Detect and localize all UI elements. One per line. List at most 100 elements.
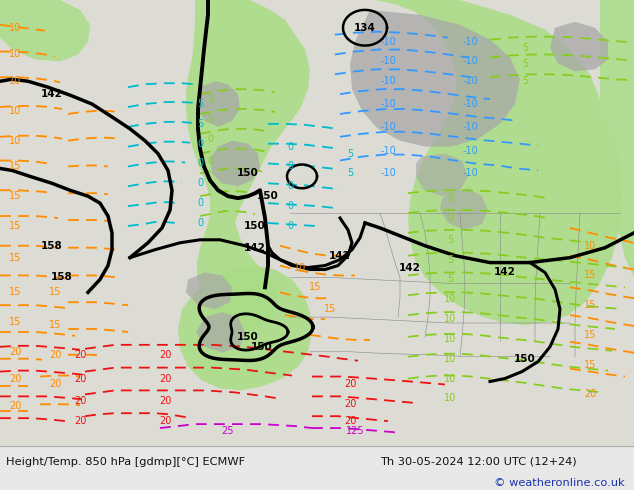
Text: -10: -10 bbox=[462, 122, 478, 132]
Text: 150: 150 bbox=[237, 332, 259, 342]
Text: 0: 0 bbox=[197, 178, 203, 188]
Text: -10: -10 bbox=[380, 56, 396, 67]
Text: 5: 5 bbox=[447, 235, 453, 245]
Text: 20: 20 bbox=[74, 396, 86, 406]
Text: 15: 15 bbox=[49, 320, 61, 330]
Text: -10: -10 bbox=[462, 37, 478, 47]
Text: -10: -10 bbox=[380, 76, 396, 86]
Text: 5: 5 bbox=[347, 169, 353, 178]
Text: 15: 15 bbox=[584, 270, 596, 280]
Text: 0: 0 bbox=[287, 162, 293, 172]
Text: -10: -10 bbox=[380, 99, 396, 109]
Text: 0: 0 bbox=[197, 198, 203, 208]
Text: 10: 10 bbox=[9, 49, 21, 59]
Polygon shape bbox=[600, 0, 634, 277]
Text: 20: 20 bbox=[584, 390, 596, 399]
Text: 10: 10 bbox=[294, 263, 306, 272]
Text: 10: 10 bbox=[9, 76, 21, 86]
Text: 20: 20 bbox=[158, 350, 171, 360]
Text: 10: 10 bbox=[444, 354, 456, 364]
Text: -10: -10 bbox=[462, 169, 478, 178]
Text: 10: 10 bbox=[444, 393, 456, 403]
Polygon shape bbox=[210, 141, 260, 186]
Text: 0: 0 bbox=[447, 213, 453, 223]
Text: 150: 150 bbox=[251, 342, 273, 352]
Polygon shape bbox=[196, 312, 245, 353]
Text: 0: 0 bbox=[197, 218, 203, 228]
Text: © weatheronline.co.uk: © weatheronline.co.uk bbox=[494, 478, 624, 488]
Text: 20: 20 bbox=[49, 379, 61, 390]
Text: 20: 20 bbox=[344, 416, 356, 426]
Text: 5: 5 bbox=[522, 76, 528, 86]
Text: 15: 15 bbox=[324, 304, 336, 314]
Text: Height/Temp. 850 hPa [gdmp][°C] ECMWF: Height/Temp. 850 hPa [gdmp][°C] ECMWF bbox=[6, 457, 245, 467]
Text: 5: 5 bbox=[197, 99, 203, 109]
Polygon shape bbox=[416, 153, 468, 196]
Text: -10: -10 bbox=[462, 76, 478, 86]
Text: -10: -10 bbox=[380, 169, 396, 178]
Text: 10: 10 bbox=[444, 294, 456, 304]
Polygon shape bbox=[440, 188, 488, 230]
Polygon shape bbox=[370, 0, 622, 325]
Text: 0: 0 bbox=[207, 134, 213, 144]
Text: 15: 15 bbox=[584, 360, 596, 369]
Text: 5: 5 bbox=[522, 43, 528, 52]
Text: -10: -10 bbox=[462, 146, 478, 156]
Text: 10: 10 bbox=[444, 334, 456, 344]
Text: 10: 10 bbox=[444, 373, 456, 384]
Text: 20: 20 bbox=[158, 416, 171, 426]
Text: 158: 158 bbox=[41, 241, 63, 251]
Text: 5: 5 bbox=[347, 148, 353, 159]
Text: -10: -10 bbox=[380, 122, 396, 132]
Text: 20: 20 bbox=[158, 373, 171, 384]
Text: 15: 15 bbox=[9, 191, 21, 201]
Text: 15: 15 bbox=[309, 282, 321, 293]
Polygon shape bbox=[0, 0, 90, 61]
Text: 142: 142 bbox=[494, 268, 516, 277]
Text: 0: 0 bbox=[207, 155, 213, 166]
Text: 5: 5 bbox=[207, 94, 213, 104]
Text: 20: 20 bbox=[9, 347, 21, 357]
Text: 20: 20 bbox=[9, 401, 21, 411]
Text: 0: 0 bbox=[287, 142, 293, 151]
Text: 15: 15 bbox=[584, 300, 596, 310]
Text: 25: 25 bbox=[222, 426, 234, 436]
Text: Th 30-05-2024 12:00 UTC (12+24): Th 30-05-2024 12:00 UTC (12+24) bbox=[380, 457, 577, 467]
Text: -10: -10 bbox=[462, 99, 478, 109]
Text: 150: 150 bbox=[514, 354, 536, 364]
Text: 0: 0 bbox=[197, 158, 203, 169]
Polygon shape bbox=[550, 22, 608, 72]
Text: 20: 20 bbox=[49, 350, 61, 360]
Polygon shape bbox=[178, 266, 312, 391]
Text: 20: 20 bbox=[9, 373, 21, 384]
Text: 15: 15 bbox=[9, 317, 21, 327]
Text: 158: 158 bbox=[51, 272, 73, 282]
Text: 150: 150 bbox=[244, 221, 266, 231]
Text: 5: 5 bbox=[197, 119, 203, 129]
Text: 15: 15 bbox=[9, 221, 21, 231]
Text: 5: 5 bbox=[522, 59, 528, 70]
Text: 0: 0 bbox=[197, 139, 203, 148]
Text: 15: 15 bbox=[584, 330, 596, 340]
Text: 10: 10 bbox=[9, 136, 21, 146]
Text: 15: 15 bbox=[9, 287, 21, 297]
Text: 10: 10 bbox=[9, 23, 21, 33]
Text: 20: 20 bbox=[74, 373, 86, 384]
Text: 142: 142 bbox=[41, 89, 63, 99]
Text: 10: 10 bbox=[9, 106, 21, 116]
Text: 10: 10 bbox=[444, 314, 456, 324]
Polygon shape bbox=[350, 10, 520, 147]
Polygon shape bbox=[186, 0, 310, 339]
Text: -10: -10 bbox=[462, 56, 478, 67]
Text: 0: 0 bbox=[287, 221, 293, 231]
Text: -10: -10 bbox=[380, 146, 396, 156]
Text: -10: -10 bbox=[380, 37, 396, 47]
Text: 20: 20 bbox=[158, 396, 171, 406]
Text: 5: 5 bbox=[447, 255, 453, 265]
Text: 20: 20 bbox=[344, 379, 356, 390]
Polygon shape bbox=[186, 272, 232, 309]
Text: 10: 10 bbox=[584, 241, 596, 251]
Text: 5: 5 bbox=[447, 274, 453, 284]
Text: 150: 150 bbox=[257, 191, 279, 201]
Text: 20: 20 bbox=[74, 350, 86, 360]
